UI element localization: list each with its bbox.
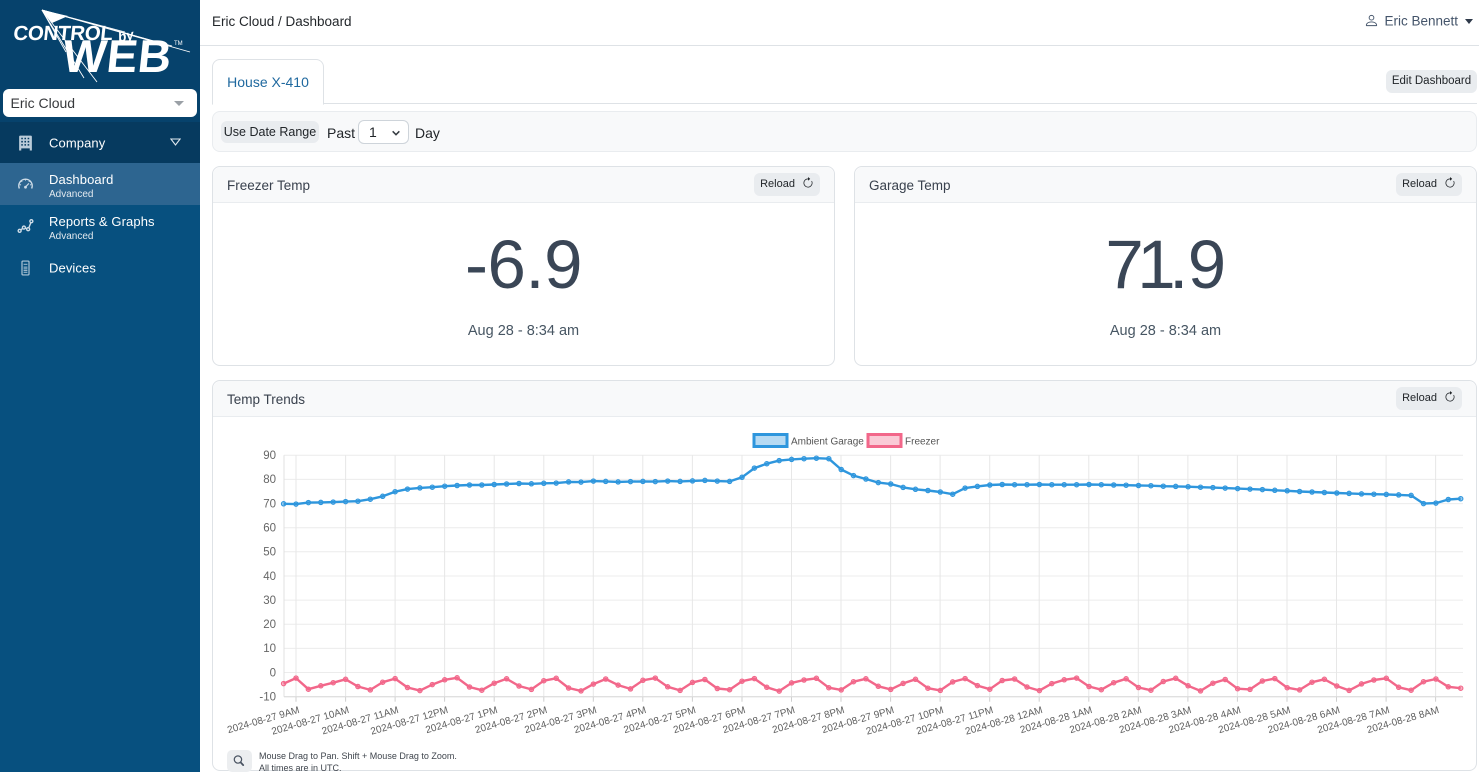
svg-text:WEB: WEB (60, 30, 174, 82)
svg-text:40: 40 (263, 571, 276, 583)
svg-text:30: 30 (263, 595, 276, 607)
svg-text:0: 0 (270, 667, 276, 679)
svg-text:10: 10 (263, 643, 276, 655)
svg-text:60: 60 (263, 523, 276, 535)
svg-text:Freezer: Freezer (905, 437, 940, 448)
svg-text:90: 90 (263, 450, 276, 462)
svg-text:Ambient Garage: Ambient Garage (791, 437, 864, 448)
svg-text:70: 70 (263, 498, 276, 510)
svg-text:CONTROL: CONTROL (12, 22, 114, 45)
svg-text:-10: -10 (259, 692, 276, 704)
svg-text:80: 80 (263, 474, 276, 486)
svg-text:TM: TM (174, 41, 183, 47)
svg-text:20: 20 (263, 619, 276, 631)
svg-text:by: by (117, 27, 137, 45)
svg-text:50: 50 (263, 547, 276, 559)
